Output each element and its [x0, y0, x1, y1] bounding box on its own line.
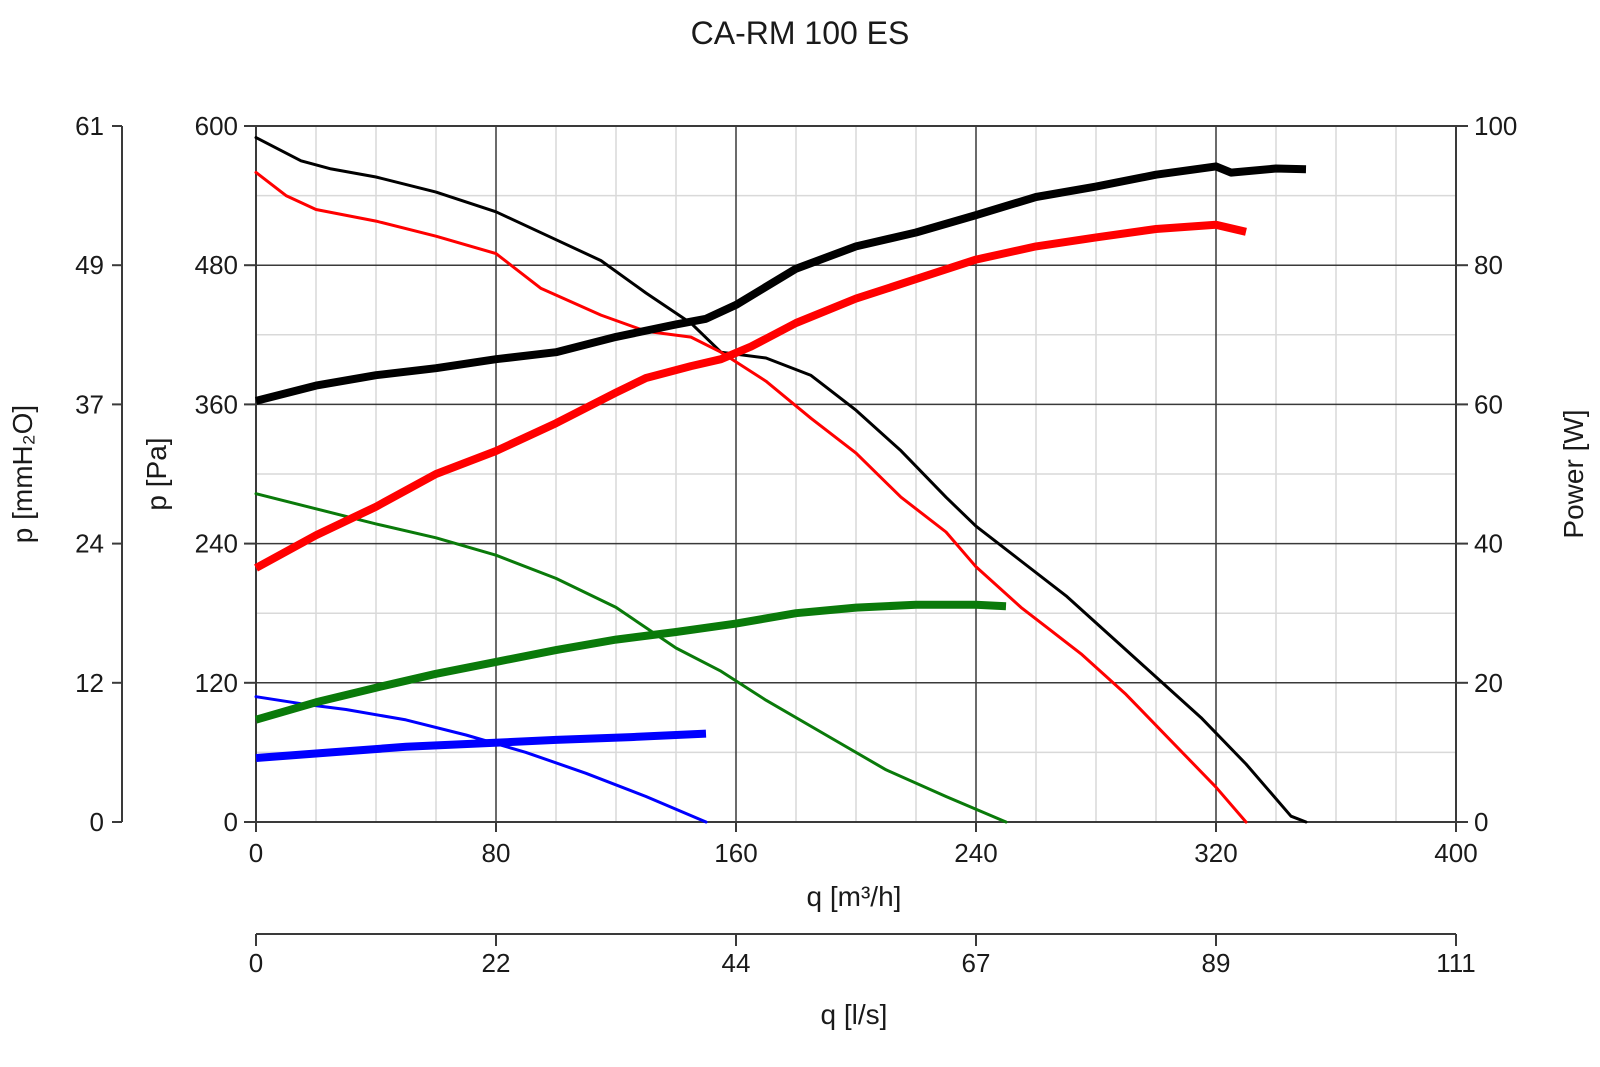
x-axis-ticks: 0 80 160 240 320 400: [249, 822, 1478, 868]
pa-axis-ticks: 0 120 240 360 480 600: [195, 111, 256, 837]
x2-tick-label: 89: [1202, 948, 1231, 978]
x-axis-label: q [m³/h]: [807, 881, 902, 912]
power-tick-label: 0: [1474, 807, 1488, 837]
blue-power-curve: [255, 729, 707, 762]
pa-tick-label: 0: [224, 807, 238, 837]
pa-tick-label: 240: [195, 529, 238, 559]
mmh2o-tick-label: 37: [75, 389, 104, 419]
x2-tick-label: 111: [1436, 948, 1476, 978]
x-tick-label: 80: [482, 838, 511, 868]
mmh2o-tick-label: 49: [75, 250, 104, 280]
x2-tick-label: 22: [482, 948, 511, 978]
mmh2o-tick-label: 12: [75, 668, 104, 698]
power-tick-label: 100: [1474, 111, 1517, 141]
x-tick-label: 160: [714, 838, 757, 868]
power-tick-label: 80: [1474, 250, 1503, 280]
power-axis-ticks: 0 20 40 60 80 100: [1456, 111, 1517, 837]
x-tick-label: 240: [954, 838, 997, 868]
pa-tick-label: 360: [195, 389, 238, 419]
x2-tick-label: 67: [962, 948, 991, 978]
red-power-curve: [254, 220, 1247, 572]
x2-tick-label: 44: [722, 948, 751, 978]
chart-title: CA-RM 100 ES: [691, 15, 910, 51]
black-pressure-curve: [254, 136, 1308, 824]
mmh2o-tick-label: 0: [90, 807, 104, 837]
mmh2o-axis-ticks: 0 12 24 37 49 61: [75, 111, 122, 837]
black-power-curve: [255, 162, 1307, 405]
power-axis-label: Power [W]: [1558, 409, 1589, 538]
pa-axis-label: p [Pa]: [141, 437, 172, 510]
green-power-curve: [254, 600, 1007, 724]
x-tick-label: 400: [1434, 838, 1477, 868]
mmh2o-axis-label: p [mmH₂O]: [7, 405, 38, 543]
x2-tick-label: 0: [249, 948, 263, 978]
power-tick-label: 40: [1474, 529, 1503, 559]
pa-tick-label: 600: [195, 111, 238, 141]
power-tick-label: 20: [1474, 668, 1503, 698]
pa-tick-label: 120: [195, 668, 238, 698]
x-tick-label: 320: [1194, 838, 1237, 868]
blue-pressure-curve: [254, 695, 708, 824]
mmh2o-tick-label: 61: [75, 111, 104, 141]
series-group: [254, 136, 1308, 824]
x-tick-label: 0: [249, 838, 263, 868]
x2-axis-ticks: 0 22 44 67 89 111: [249, 934, 1476, 978]
green-pressure-curve: [254, 492, 1008, 824]
power-tick-label: 60: [1474, 389, 1503, 419]
minor-grid: [256, 126, 1456, 822]
mmh2o-tick-label: 24: [75, 529, 104, 559]
plot-frame: [255, 125, 1457, 823]
red-pressure-curve: [254, 170, 1248, 824]
x2-axis-label: q [l/s]: [821, 999, 888, 1030]
pa-tick-label: 480: [195, 250, 238, 280]
